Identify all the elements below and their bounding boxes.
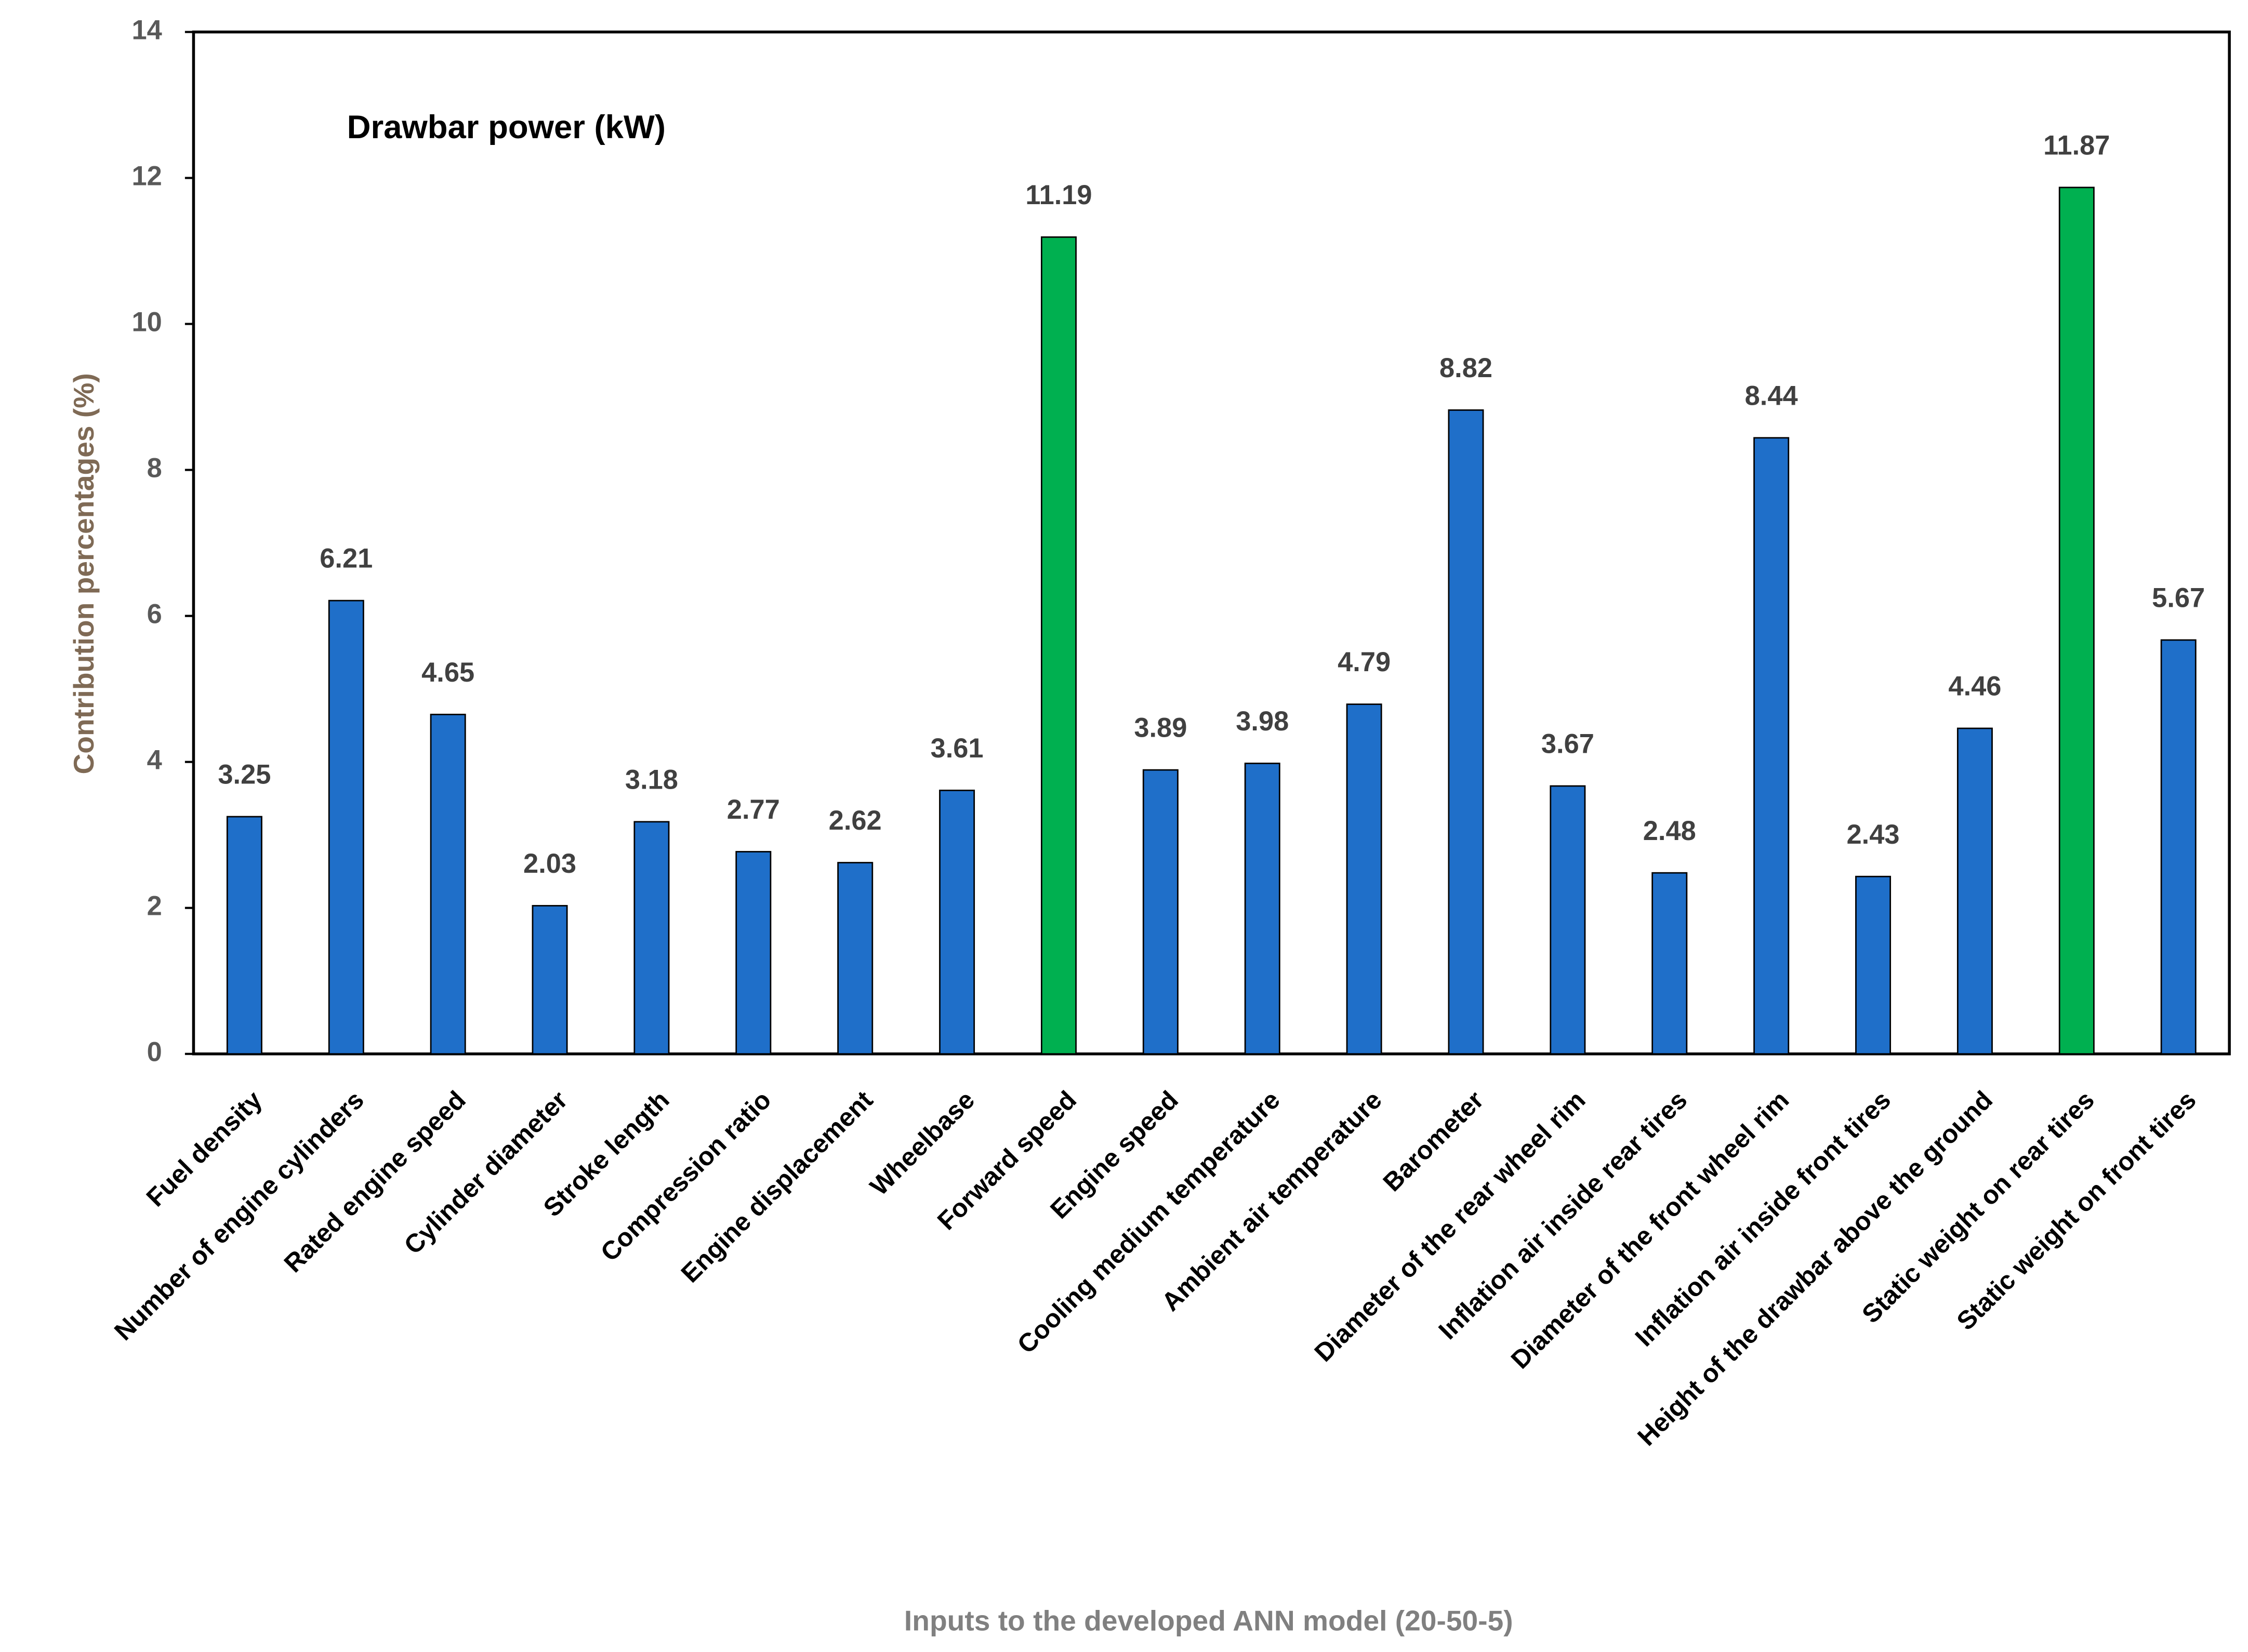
y-tick-label: 12 (131, 161, 162, 191)
bar (939, 790, 975, 1055)
x-axis-label: Inputs to the developed ANN model (20-50… (904, 1605, 1513, 1637)
y-tick-label: 10 (131, 307, 162, 337)
value-label: 2.62 (829, 806, 882, 836)
value-label: 8.44 (1745, 381, 1798, 411)
bar (1956, 727, 1993, 1055)
bar (226, 816, 262, 1055)
bar (1142, 769, 1179, 1055)
bar (2160, 639, 2197, 1055)
value-label: 2.03 (523, 849, 576, 879)
x-tick-label: Engine displacement (676, 1085, 879, 1288)
y-tick-label: 0 (147, 1037, 162, 1068)
x-tick-label: Ambient air temperature (1156, 1085, 1387, 1316)
bar (1855, 875, 1892, 1055)
value-label: 2.43 (1847, 820, 1900, 850)
bar (430, 713, 466, 1055)
bar (1550, 785, 1586, 1055)
bar (735, 851, 772, 1055)
value-label: 3.61 (931, 734, 984, 764)
value-label: 3.25 (218, 760, 271, 790)
value-label: 4.46 (1948, 672, 2001, 702)
plot-frame (192, 30, 2231, 1056)
value-label: 6.21 (320, 544, 373, 574)
x-tick-label: Rated engine speed (279, 1085, 471, 1278)
bar (1244, 763, 1280, 1055)
bar (1346, 703, 1382, 1055)
bar (1448, 409, 1484, 1055)
value-label: 11.19 (1025, 180, 1092, 210)
y-tick-label: 6 (147, 599, 162, 629)
value-label: 3.18 (625, 765, 678, 795)
y-tick-label: 8 (147, 453, 162, 483)
y-axis-label: Contribution percentages (%) (68, 373, 100, 774)
value-label: 2.77 (727, 795, 780, 825)
y-tick-label: 14 (131, 15, 162, 45)
value-label: 4.79 (1338, 647, 1391, 677)
value-label: 4.65 (421, 658, 474, 688)
bar (837, 862, 874, 1055)
value-label: 3.67 (1541, 729, 1594, 760)
value-label: 8.82 (1439, 353, 1492, 383)
chart-title: Drawbar power (kW) (347, 109, 666, 145)
bar (2058, 186, 2095, 1055)
y-tick-label: 2 (147, 891, 162, 921)
x-tick-label: Compression ratio (595, 1085, 777, 1267)
bar (1651, 872, 1688, 1055)
value-label: 2.48 (1643, 816, 1696, 846)
bar (328, 599, 364, 1055)
x-tick-label: Height of the drawbar above the ground (1632, 1085, 1998, 1451)
bar (1040, 236, 1077, 1055)
bar (1753, 437, 1790, 1055)
x-tick-label: Barometer (1377, 1085, 1489, 1197)
value-label: 3.89 (1134, 713, 1187, 743)
value-label: 3.98 (1236, 707, 1289, 737)
y-tick-label: 4 (147, 745, 162, 775)
bar (633, 821, 670, 1055)
bar (532, 905, 568, 1055)
value-label: 5.67 (2152, 583, 2205, 614)
value-label: 11.87 (2043, 130, 2110, 161)
